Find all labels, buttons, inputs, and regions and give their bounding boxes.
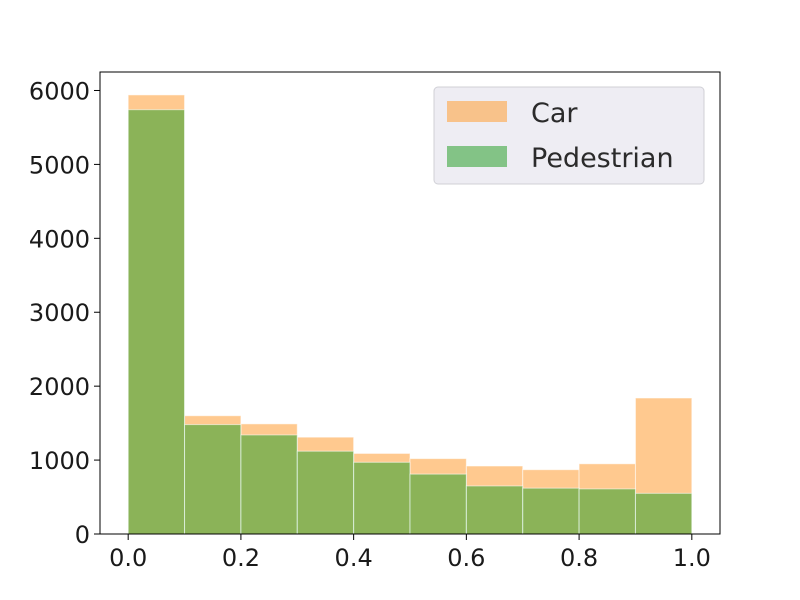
y-tick-label: 2000 (29, 373, 90, 401)
bar-pedestrian-7 (522, 487, 580, 535)
bar-pedestrian-4 (353, 461, 411, 535)
legend-swatch-car (447, 101, 507, 122)
bar-pedestrian-1 (184, 424, 242, 535)
y-tick-label: 3000 (29, 299, 90, 327)
bar-pedestrian-6 (465, 485, 524, 535)
bar-pedestrian-3 (296, 450, 355, 535)
x-tick-label: 0.4 (335, 544, 373, 572)
bar-pedestrian-8 (578, 488, 636, 535)
x-tick-label: 0.8 (560, 544, 598, 572)
plot-frame (99, 71, 721, 535)
y-tick-label: 4000 (29, 225, 90, 253)
bar-pedestrian-0 (127, 109, 186, 535)
x-tick-label: 0.0 (109, 544, 147, 572)
bar-pedestrian-5 (409, 473, 467, 535)
x-axis: 0.0 0.2 0.4 0.6 0.8 1.0 (109, 534, 711, 572)
bar-pedestrian-9 (634, 492, 693, 535)
y-tick-label: 5000 (29, 151, 90, 179)
x-tick-label: 0.2 (222, 544, 260, 572)
y-tick-label: 1000 (29, 447, 90, 475)
bar-pedestrian-2 (240, 434, 298, 535)
legend: Car Pedestrian (433, 86, 705, 185)
y-tick-label: 6000 (29, 77, 90, 105)
bars-layer (127, 94, 693, 535)
legend-label-pedestrian: Pedestrian (531, 143, 674, 174)
y-tick-label: 0 (75, 521, 90, 549)
legend-label-car: Car (531, 98, 578, 129)
x-tick-label: 0.6 (447, 544, 485, 572)
x-tick-label: 1.0 (673, 544, 711, 572)
legend-swatch-pedestrian (447, 146, 507, 167)
y-axis: 0 1000 2000 3000 4000 5000 6000 (29, 77, 100, 549)
